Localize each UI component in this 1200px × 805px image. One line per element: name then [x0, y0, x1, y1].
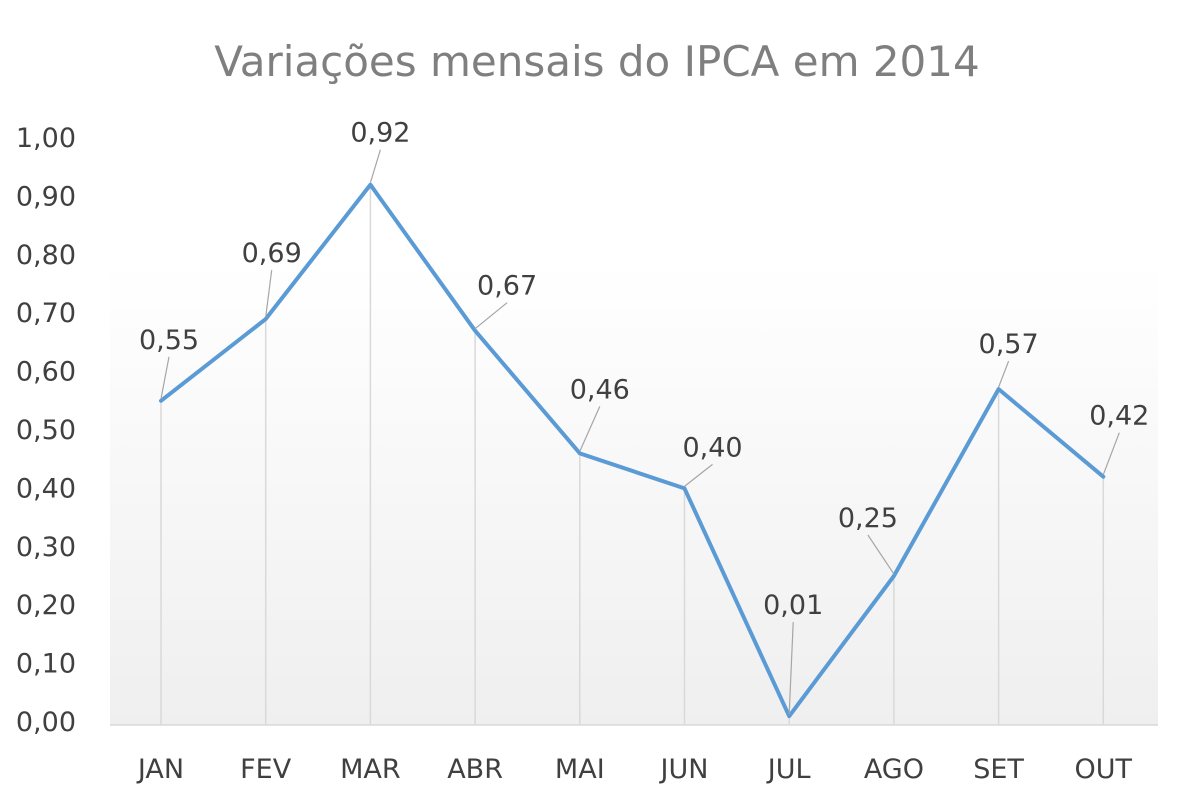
leader-line: [788, 622, 794, 715]
drop-lines: [160, 184, 1105, 725]
y-axis-tick-labels: 0,00 0,10 0,20 0,30 0,40 0,50 0,60 0,70 0,80 0,90…: [16, 123, 76, 738]
data-label: 0,57: [979, 329, 1039, 360]
leader-line: [998, 360, 1010, 388]
leader-line: [1102, 432, 1120, 475]
x-category-label: JUL: [766, 754, 811, 785]
series-line-group: [159, 182, 1106, 719]
data-label: 0,55: [139, 325, 199, 356]
series-line: [159, 182, 1106, 719]
leader-line: [684, 463, 713, 487]
data-label: 0,67: [477, 271, 537, 302]
y-tick-label: 0,40: [16, 473, 76, 504]
data-label: 0,40: [682, 432, 742, 463]
leader-line: [474, 302, 508, 330]
chart-title: Variações mensais do IPCA em 2014: [214, 37, 979, 86]
y-tick-label: 0,00: [16, 707, 76, 738]
leader-line: [369, 149, 381, 183]
y-tick-label: 0,30: [16, 532, 76, 563]
x-category-label: FEV: [240, 754, 292, 785]
data-labels: 0,55 0,69 0,92 0,67 0,46 0,40 0,01 0,25 0,57 0,42: [139, 118, 1149, 621]
leader-line: [867, 534, 895, 575]
x-category-label: AGO: [864, 754, 924, 785]
y-tick-label: 0,70: [16, 298, 76, 329]
x-category-label: SET: [973, 754, 1024, 785]
data-label: 0,42: [1089, 401, 1149, 432]
x-category-label: MAI: [555, 754, 605, 785]
y-tick-label: 0,60: [16, 357, 76, 388]
leader-line: [579, 406, 601, 452]
data-label: 0,69: [242, 238, 302, 269]
data-label-leader-lines: [160, 149, 1120, 715]
y-tick-label: 0,90: [16, 181, 76, 212]
x-category-label: JAN: [136, 754, 184, 785]
x-category-label: JUN: [659, 754, 709, 785]
y-tick-label: 0,20: [16, 590, 76, 621]
x-category-label: OUT: [1075, 754, 1133, 785]
x-axis-category-labels: JAN FEV MAR ABR MAI JUN JUL AGO SET OUT: [136, 754, 1133, 785]
plot-area-background: [110, 262, 1158, 725]
y-tick-label: 0,10: [16, 649, 76, 680]
data-label: 0,25: [838, 503, 898, 534]
y-tick-label: 1,00: [16, 123, 76, 154]
y-tick-label: 0,80: [16, 240, 76, 271]
x-category-label: MAR: [340, 754, 401, 785]
data-label: 0,46: [570, 374, 630, 405]
x-category-label: ABR: [447, 754, 503, 785]
data-label: 0,01: [763, 590, 823, 621]
leader-line: [160, 356, 170, 399]
data-label: 0,92: [350, 118, 410, 149]
y-tick-label: 0,50: [16, 415, 76, 446]
leader-line: [265, 269, 273, 318]
